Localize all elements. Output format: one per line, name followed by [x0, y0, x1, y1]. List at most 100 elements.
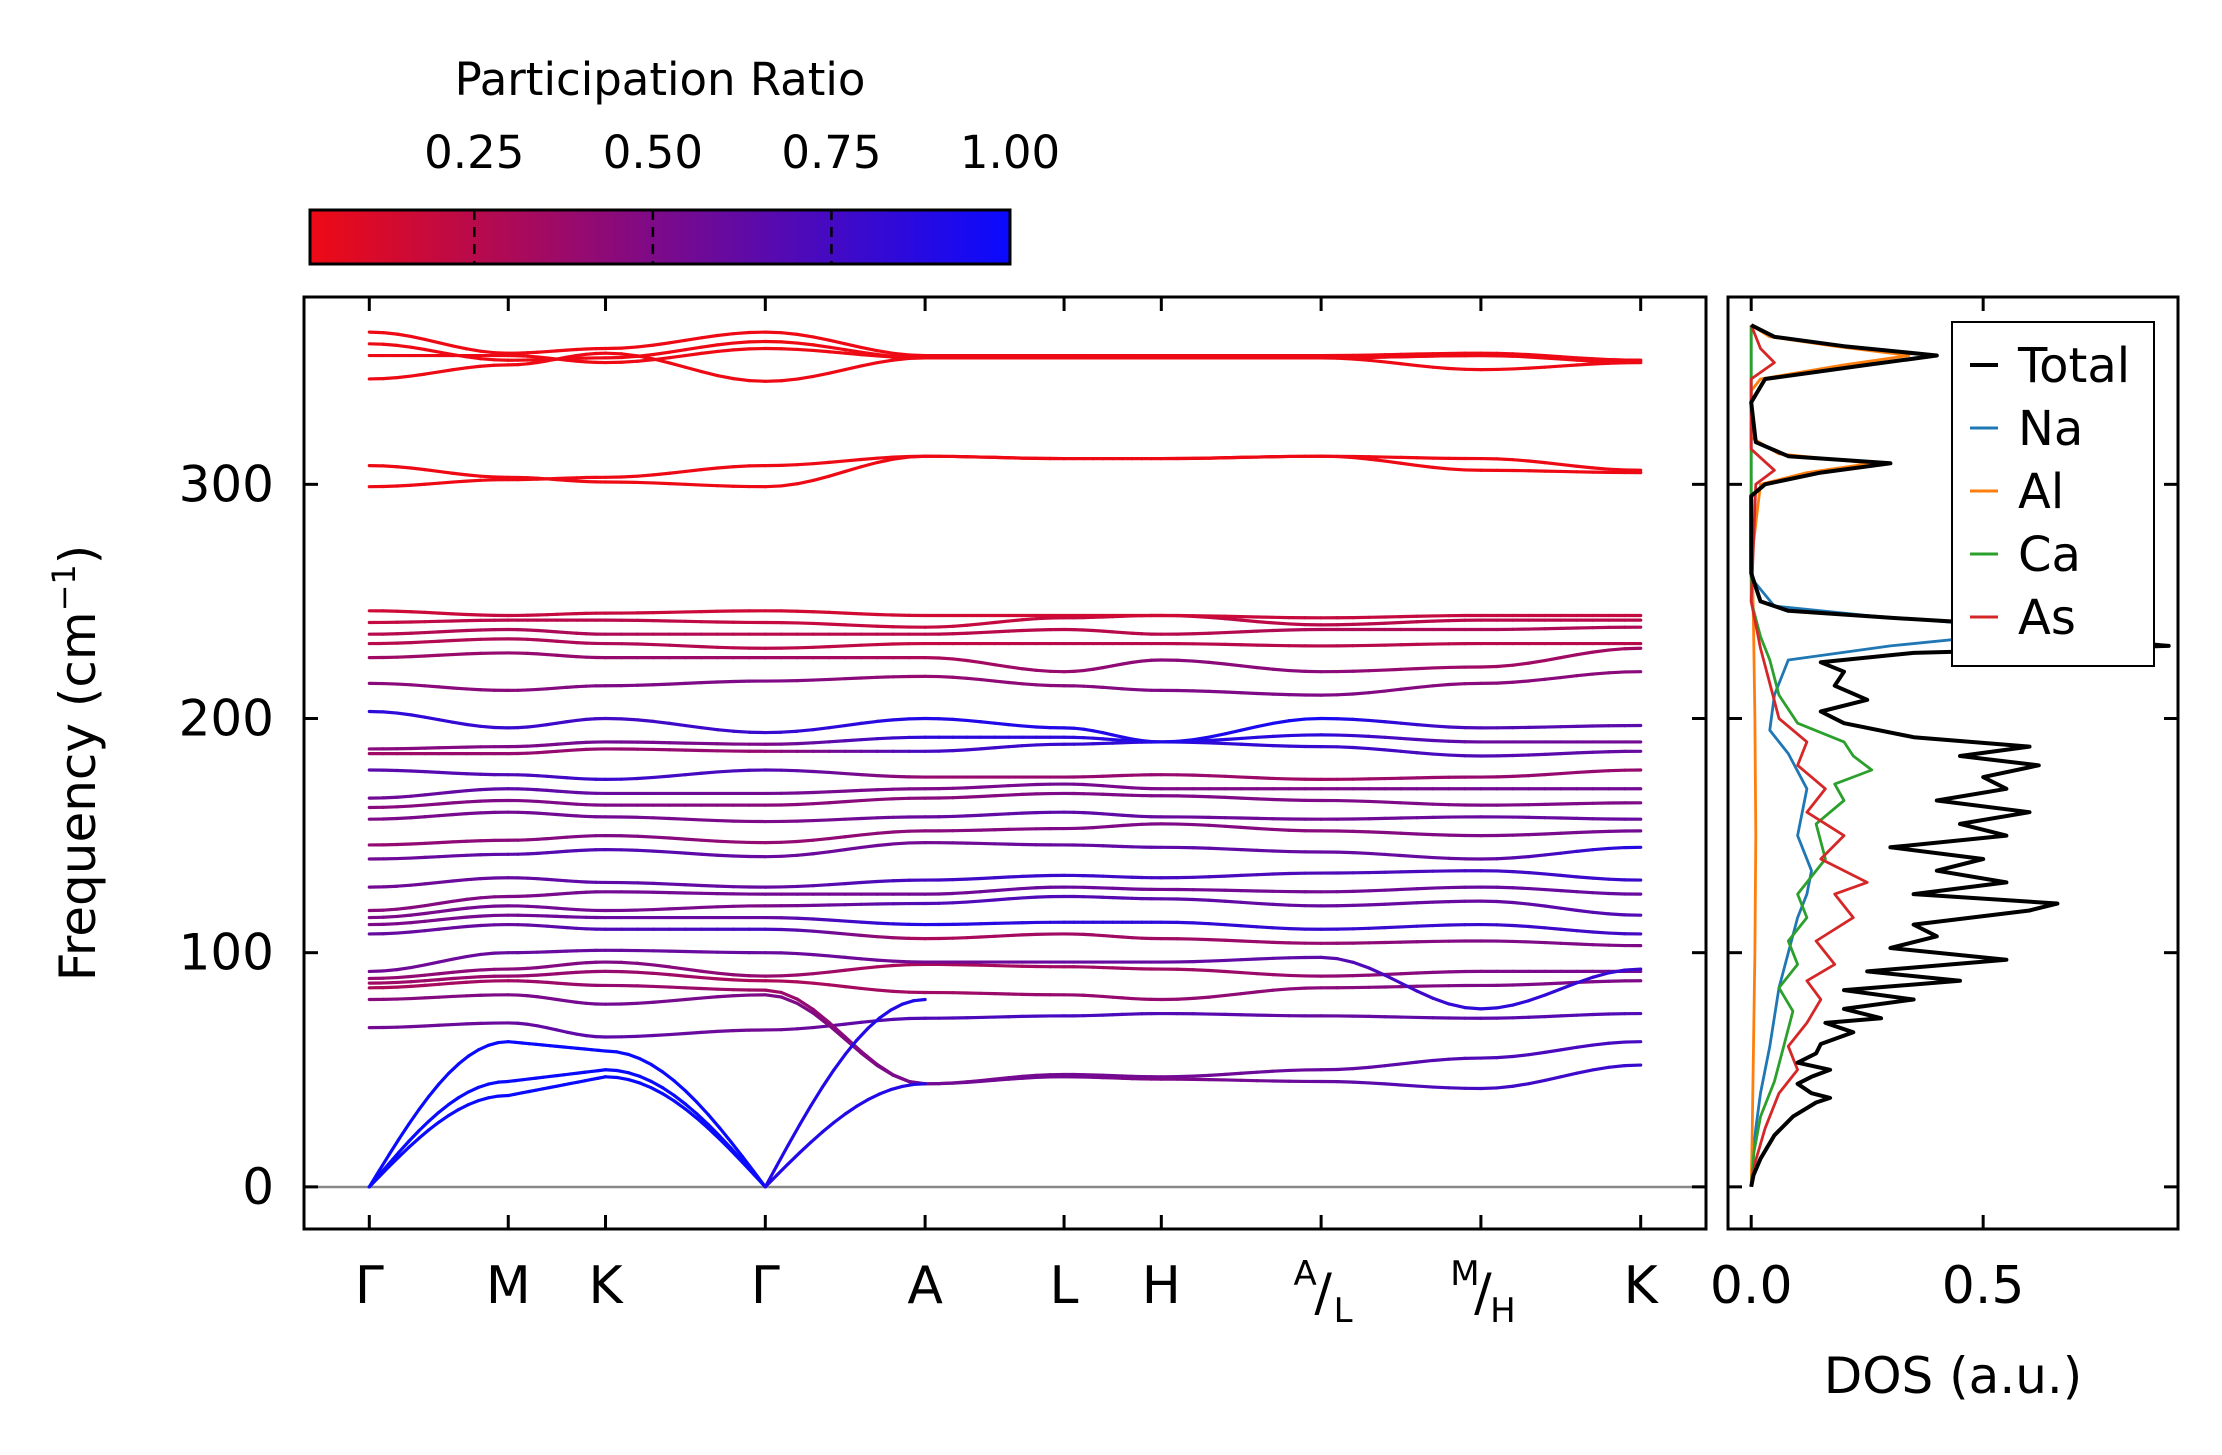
optical-band-18 — [1191, 738, 1211, 743]
acoustic-band-2 — [626, 1052, 642, 1061]
optical-band-17 — [574, 747, 588, 752]
optical-band-19 — [699, 726, 719, 732]
optical-band-28 — [827, 367, 847, 375]
optical-band-7 — [795, 916, 815, 921]
optical-band-22 — [535, 638, 549, 643]
optical-band-2 — [451, 980, 469, 985]
optical-band-4 — [619, 960, 640, 965]
acoustic-band-1 — [615, 1068, 630, 1075]
optical-band-24 — [992, 619, 1011, 625]
acoustic-band-0 — [417, 1128, 431, 1140]
optical-band-22 — [545, 638, 559, 643]
optical-band-5 — [795, 951, 815, 957]
optical-band-21 — [937, 656, 955, 661]
optical-band-28 — [535, 359, 549, 365]
optical-band-4 — [1207, 968, 1227, 974]
optical-band-5 — [1559, 981, 1579, 991]
optical-band-6 — [478, 923, 496, 928]
optical-band-22 — [423, 639, 441, 644]
optical-band-19 — [731, 729, 751, 734]
optical-band-22 — [843, 643, 863, 648]
acoustic-band-1 — [695, 1112, 710, 1127]
optical-band-2 — [574, 982, 588, 987]
optical-band-13 — [795, 818, 815, 823]
optical-band-6 — [1591, 943, 1611, 947]
optical-band-23 — [979, 630, 997, 635]
optical-band-19 — [827, 723, 847, 730]
optical-band-19 — [635, 718, 656, 724]
optical-band-4 — [1223, 969, 1243, 975]
optical-band-2 — [651, 984, 672, 989]
optical-band-24 — [1351, 622, 1371, 626]
optical-band-8 — [535, 905, 549, 910]
optical-band-9 — [1006, 886, 1024, 892]
optical-band-21 — [535, 652, 549, 657]
optical-band-0 — [437, 1022, 455, 1027]
optical-band-16 — [545, 774, 559, 779]
optical-band-19 — [1130, 737, 1144, 743]
optical-band-6 — [951, 936, 969, 940]
optical-band-20 — [1034, 683, 1052, 688]
optical-band-10 — [1223, 873, 1243, 878]
optical-band-10 — [715, 884, 735, 889]
optical-band-12 — [1591, 829, 1611, 834]
optical-band-1 — [409, 996, 427, 1001]
optical-band-21 — [1223, 662, 1243, 668]
optical-band-3 — [464, 975, 483, 980]
optical-band-11 — [451, 853, 469, 858]
acoustic-band-4 — [877, 1008, 893, 1020]
optical-band-0 — [584, 1034, 598, 1039]
optical-band-12 — [565, 834, 578, 839]
optical-band-20 — [437, 685, 455, 690]
optical-band-14 — [979, 794, 997, 799]
optical-band-22 — [699, 645, 719, 649]
optical-band-15 — [574, 790, 588, 795]
optical-band-26 — [731, 464, 751, 469]
optical-band-11 — [1575, 848, 1595, 853]
optical-band-3 — [1591, 979, 1611, 984]
optical-band-6 — [451, 924, 469, 930]
acoustic-band-2 — [729, 1140, 745, 1159]
optical-band-27 — [891, 455, 911, 461]
optical-band-14 — [1020, 792, 1038, 797]
acoustic-band-1 — [457, 1090, 471, 1100]
optical-band-14 — [859, 797, 879, 803]
optical-band-31 — [667, 338, 688, 345]
optical-band-20 — [1607, 670, 1627, 675]
optical-band-10 — [535, 877, 549, 881]
optical-band-26 — [1383, 459, 1403, 465]
optical-band-5 — [1191, 959, 1211, 964]
optical-band-10 — [437, 879, 455, 885]
optical-band-14 — [1431, 802, 1451, 807]
optical-band-4 — [779, 973, 799, 978]
optical-band-0 — [1591, 1012, 1611, 1017]
optical-band-18 — [1415, 737, 1435, 743]
optical-band-14 — [1223, 795, 1243, 800]
optical-band-11 — [1207, 846, 1227, 851]
optical-band-29 — [683, 351, 703, 358]
band-y-ticks: 0 100 200 300 — [179, 455, 1706, 1216]
optical-band-11 — [423, 855, 441, 859]
optical-band-30 — [891, 354, 911, 360]
optical-band-31 — [381, 331, 399, 336]
optical-band-20 — [951, 675, 969, 680]
optical-band-2 — [979, 1078, 997, 1083]
optical-band-6 — [555, 925, 569, 930]
acoustic-band-0 — [466, 1099, 481, 1107]
optical-band-27 — [715, 484, 735, 488]
optical-band-18 — [1223, 736, 1243, 742]
optical-band-16 — [667, 773, 688, 778]
optical-band-10 — [699, 883, 719, 888]
optical-band-10 — [526, 876, 540, 881]
optical-band-0 — [779, 1027, 799, 1032]
optical-band-30 — [478, 357, 496, 362]
optical-band-1 — [535, 995, 549, 1000]
optical-band-19 — [779, 729, 799, 734]
optical-band-10 — [1591, 876, 1611, 881]
optical-band-12 — [1207, 823, 1227, 828]
optical-band-11 — [1191, 846, 1211, 850]
optical-band-6 — [827, 930, 847, 936]
optical-band-4 — [843, 966, 863, 972]
optical-band-21 — [1415, 666, 1435, 671]
optical-band-10 — [464, 877, 483, 882]
